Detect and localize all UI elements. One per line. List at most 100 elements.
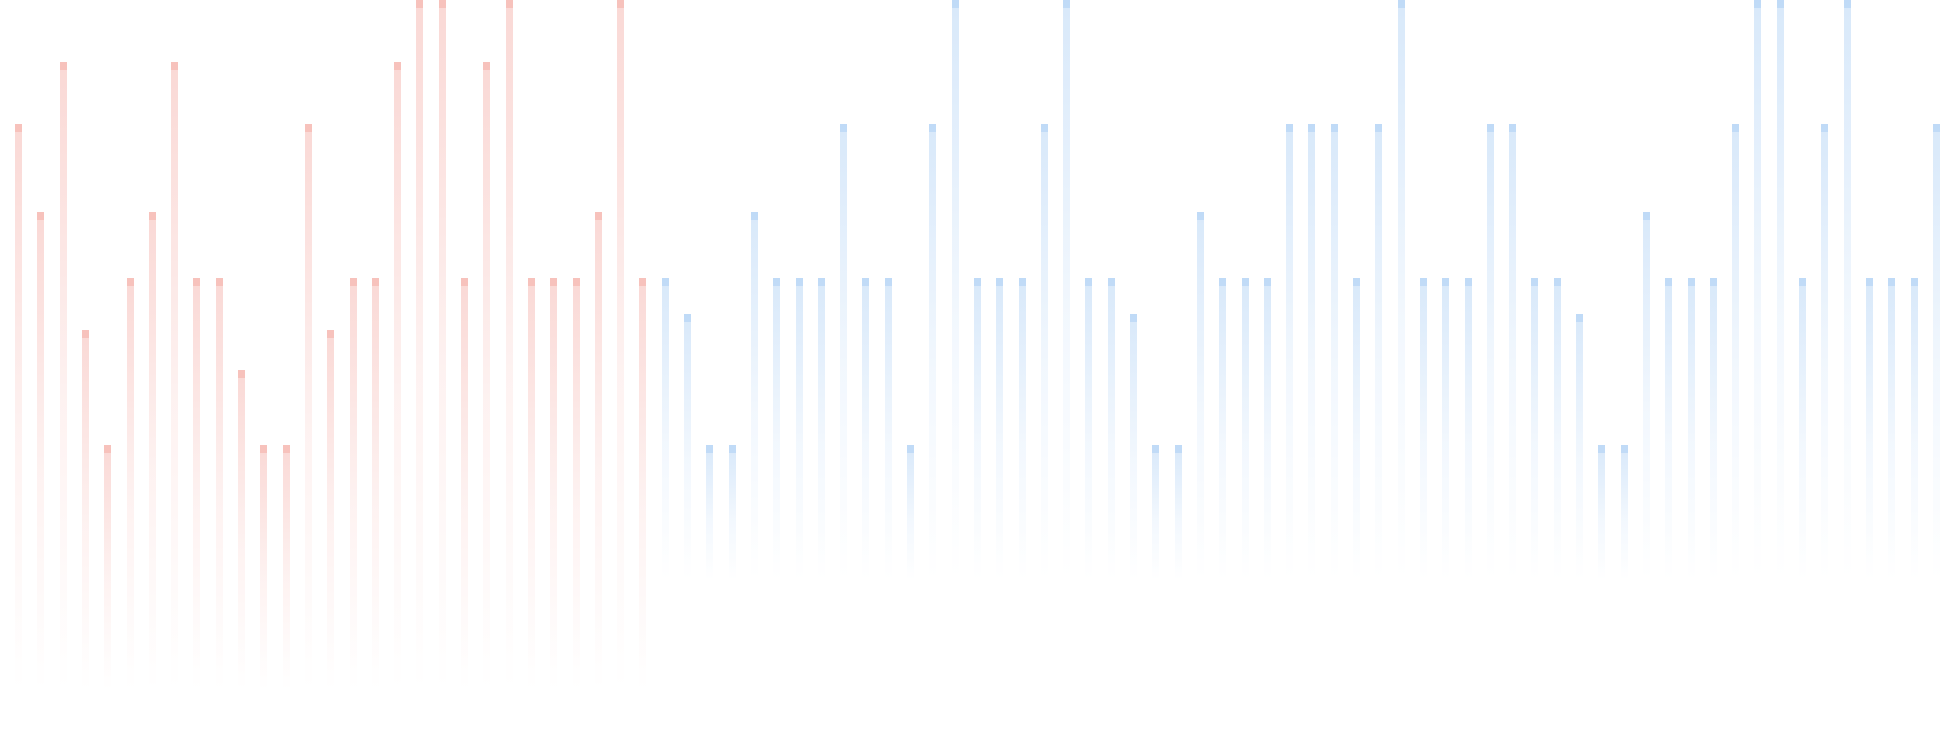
decor-bar-cap bbox=[327, 330, 334, 338]
decor-bar-cap bbox=[796, 278, 803, 286]
decor-bar bbox=[439, 0, 446, 690]
decor-bar-cap bbox=[974, 278, 981, 286]
decor-bar-cap bbox=[260, 445, 267, 453]
decor-bar bbox=[1242, 278, 1249, 580]
decor-bar bbox=[416, 0, 423, 690]
decor-bar-cap bbox=[840, 124, 847, 132]
decor-bar bbox=[1375, 124, 1382, 580]
decor-bar bbox=[885, 278, 892, 580]
decor-bar bbox=[1331, 124, 1338, 580]
decor-bar bbox=[327, 330, 334, 690]
decor-bar bbox=[1866, 278, 1873, 580]
decor-bar-cap bbox=[1754, 0, 1761, 8]
decor-bar bbox=[82, 330, 89, 690]
decor-bar-cap bbox=[1442, 278, 1449, 286]
decor-bar-cap bbox=[1308, 124, 1315, 132]
decor-bar-cap bbox=[1286, 124, 1293, 132]
decor-bar-cap bbox=[1576, 314, 1583, 322]
decor-bar bbox=[1777, 0, 1784, 580]
decor-bar-cap bbox=[171, 62, 178, 70]
decor-bar-cap bbox=[729, 445, 736, 453]
decor-bar-cap bbox=[1598, 445, 1605, 453]
decor-bar-cap bbox=[862, 278, 869, 286]
decor-bar bbox=[305, 124, 312, 690]
decor-bar bbox=[706, 445, 713, 580]
decor-bar bbox=[238, 370, 245, 690]
decor-bar-cap bbox=[461, 278, 468, 286]
decor-bar bbox=[260, 445, 267, 690]
decor-bar bbox=[1175, 445, 1182, 580]
decor-bar-cap bbox=[952, 0, 959, 8]
decor-bar-cap bbox=[1264, 278, 1271, 286]
decor-bar-cap bbox=[439, 0, 446, 8]
decor-bar bbox=[1754, 0, 1761, 580]
decor-bar-cap bbox=[193, 278, 200, 286]
decor-bar-cap bbox=[1331, 124, 1338, 132]
decor-bar bbox=[907, 445, 914, 580]
decor-bar-cap bbox=[1398, 0, 1405, 8]
decor-bar-cap bbox=[149, 212, 156, 220]
decor-bar-cap bbox=[1531, 278, 1538, 286]
decor-bar bbox=[461, 278, 468, 690]
decor-bar bbox=[1643, 212, 1650, 580]
decor-bar bbox=[528, 278, 535, 690]
decor-bar-cap bbox=[506, 0, 513, 8]
decor-bar bbox=[483, 62, 490, 690]
decor-bar-cap bbox=[1688, 278, 1695, 286]
decor-bar-cap bbox=[996, 278, 1003, 286]
decor-bar-cap bbox=[1242, 278, 1249, 286]
decor-bar-cap bbox=[1866, 278, 1873, 286]
decor-bar bbox=[1019, 278, 1026, 580]
decor-bar bbox=[573, 278, 580, 690]
decor-bar bbox=[104, 445, 111, 690]
decor-bar bbox=[1598, 445, 1605, 580]
decor-bar-cap bbox=[37, 212, 44, 220]
decor-bar-cap bbox=[684, 314, 691, 322]
decor-bar-cap bbox=[1621, 445, 1628, 453]
decor-bar-cap bbox=[15, 124, 22, 132]
decor-bar bbox=[1844, 0, 1851, 580]
decor-bar bbox=[595, 212, 602, 690]
decor-bar-cap bbox=[483, 62, 490, 70]
decor-bar bbox=[283, 445, 290, 690]
decor-bar-cap bbox=[573, 278, 580, 286]
decor-bar-cap bbox=[1063, 0, 1070, 8]
decor-bar-cap bbox=[350, 278, 357, 286]
decor-bar bbox=[1398, 0, 1405, 580]
decor-bar-cap bbox=[1085, 278, 1092, 286]
decor-bar bbox=[550, 278, 557, 690]
decor-bar-cap bbox=[1509, 124, 1516, 132]
decor-bar-cap bbox=[595, 212, 602, 220]
decor-bar bbox=[1085, 278, 1092, 580]
decor-bar bbox=[1710, 278, 1717, 580]
decor-bar bbox=[1821, 124, 1828, 580]
decor-bar bbox=[996, 278, 1003, 580]
decor-bar bbox=[796, 278, 803, 580]
decor-bar-cap bbox=[818, 278, 825, 286]
decor-bar-cap bbox=[1777, 0, 1784, 8]
decor-bar-cap bbox=[1019, 278, 1026, 286]
decor-bar-cap bbox=[617, 0, 624, 8]
decor-bar-cap bbox=[1420, 278, 1427, 286]
decor-bar bbox=[773, 278, 780, 580]
decor-bar bbox=[1308, 124, 1315, 580]
decor-bar bbox=[862, 278, 869, 580]
decor-bar-cap bbox=[662, 278, 669, 286]
decor-bar bbox=[1353, 278, 1360, 580]
decor-bar-cap bbox=[238, 370, 245, 378]
decor-bar-cap bbox=[1554, 278, 1561, 286]
decor-bar bbox=[394, 62, 401, 690]
decor-bar-cap bbox=[372, 278, 379, 286]
decor-bar-cap bbox=[1888, 278, 1895, 286]
decor-bar-cap bbox=[1130, 314, 1137, 322]
decor-bar-cap bbox=[1821, 124, 1828, 132]
decor-bar bbox=[216, 278, 223, 690]
decor-bar bbox=[1152, 445, 1159, 580]
decor-bar bbox=[1465, 278, 1472, 580]
decor-bar-cap bbox=[127, 278, 134, 286]
decor-bar bbox=[818, 278, 825, 580]
decor-bar bbox=[1286, 124, 1293, 580]
decor-bar bbox=[350, 278, 357, 690]
decor-bar-cap bbox=[1911, 278, 1918, 286]
decor-bar-cap bbox=[1375, 124, 1382, 132]
